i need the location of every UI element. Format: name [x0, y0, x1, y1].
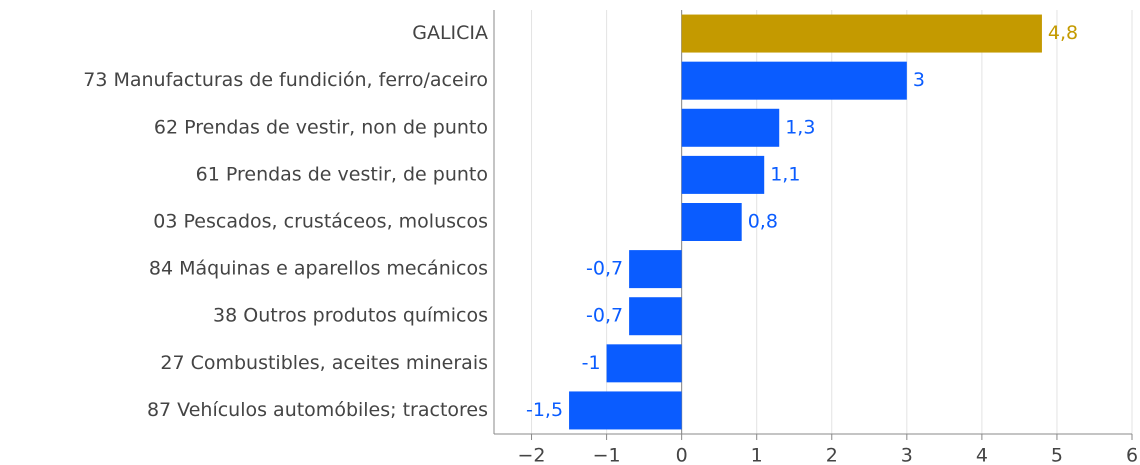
y-tick-label: 87 Vehículos automóbiles; tractores	[147, 399, 488, 421]
value-label: 3	[913, 69, 925, 91]
x-tick-label: −1	[593, 445, 621, 465]
y-tick-label: 61 Prendas de vestir, de punto	[196, 163, 488, 185]
bar	[681, 14, 1042, 53]
y-tick-label: 62 Prendas de vestir, non de punto	[154, 116, 488, 138]
bar	[681, 61, 907, 100]
x-tick-label: 5	[1051, 445, 1063, 465]
value-label: 0,8	[748, 211, 778, 233]
x-tick-label: −2	[518, 445, 546, 465]
x-tick-label: 6	[1126, 445, 1138, 465]
value-label: -0,7	[586, 305, 623, 327]
x-tick-label: 0	[676, 445, 688, 465]
bar	[606, 344, 682, 383]
x-tick-label: 4	[976, 445, 988, 465]
value-label: 4,8	[1048, 22, 1078, 44]
x-tick-label: 1	[751, 445, 763, 465]
value-label: 1,3	[785, 116, 815, 138]
y-tick-label: 03 Pescados, crustáceos, moluscos	[153, 211, 488, 233]
y-tick-label: 38 Outros produtos químicos	[213, 305, 488, 327]
bar	[569, 391, 682, 430]
y-tick-label: 84 Máquinas e aparellos mecánicos	[149, 258, 488, 280]
y-tick-label: GALICIA	[412, 22, 488, 44]
bar	[681, 155, 765, 194]
x-tick-label: 3	[901, 445, 913, 465]
bar	[681, 203, 742, 241]
value-label: -1,5	[526, 399, 563, 421]
y-tick-label: 27 Combustibles, aceites minerais	[160, 352, 488, 374]
value-label: -1	[582, 352, 601, 374]
value-label: -0,7	[586, 258, 623, 280]
bar	[681, 108, 780, 147]
y-tick-label: 73 Manufacturas de fundición, ferro/acei…	[83, 69, 488, 91]
bar	[629, 250, 682, 289]
value-label: 1,1	[770, 163, 800, 185]
bar	[629, 297, 682, 336]
x-tick-label: 2	[826, 445, 838, 465]
